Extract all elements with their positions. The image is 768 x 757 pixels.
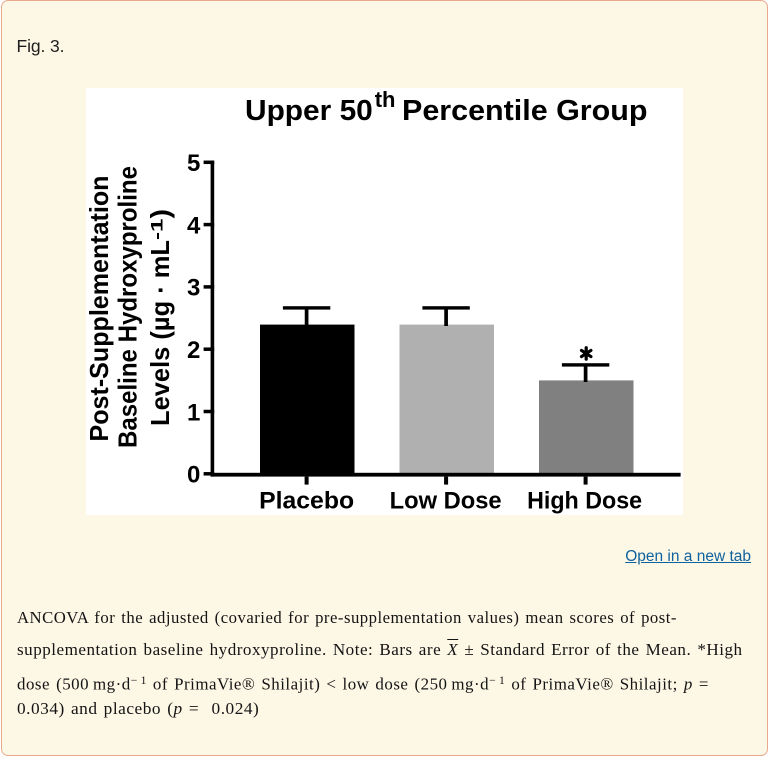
svg-text:Levels (µg · mL-1): Levels (µg · mL-1): [145, 209, 175, 426]
svg-text:th: th: [375, 88, 396, 112]
svg-text:1: 1: [187, 399, 200, 426]
svg-text:4: 4: [187, 212, 201, 239]
svg-text:Upper 50: Upper 50: [245, 95, 373, 127]
svg-text:Placebo: Placebo: [259, 488, 354, 515]
svg-text:High Dose: High Dose: [527, 488, 642, 515]
svg-text:5: 5: [187, 150, 200, 177]
svg-text:0: 0: [187, 462, 200, 489]
svg-text:Low Dose: Low Dose: [390, 488, 502, 515]
svg-text:Percentile Group: Percentile Group: [402, 95, 648, 127]
svg-text:Baseline Hydroxyproline: Baseline Hydroxyproline: [113, 166, 143, 448]
svg-text:3: 3: [187, 275, 200, 302]
svg-text:Post-Supplementation: Post-Supplementation: [86, 176, 114, 442]
svg-text:2: 2: [187, 337, 200, 364]
